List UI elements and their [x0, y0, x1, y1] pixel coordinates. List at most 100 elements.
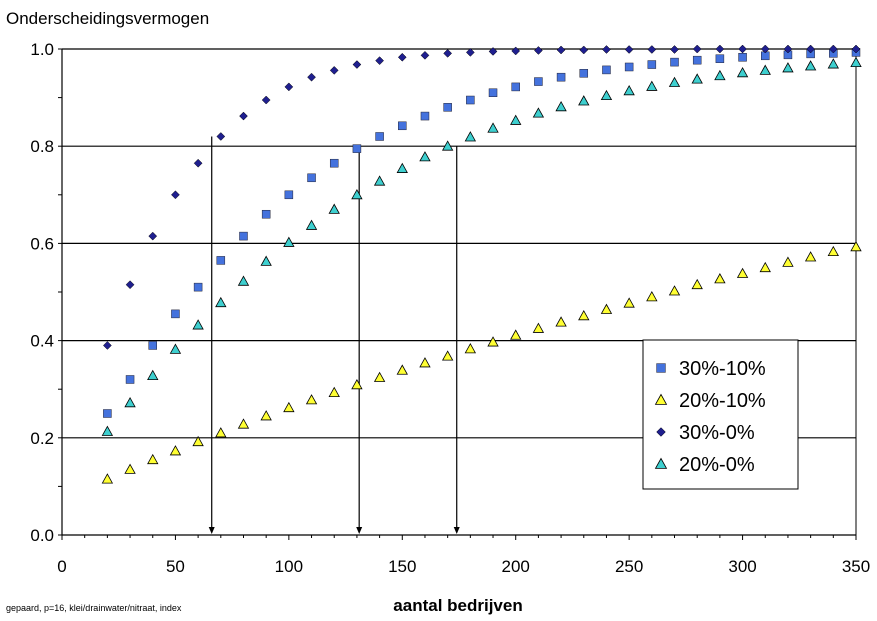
data-point: [602, 65, 611, 75]
legend-label: 30%-0%: [679, 422, 755, 444]
data-point: [216, 132, 226, 141]
data-point: [534, 46, 543, 55]
chart-title: Onderscheidingsvermogen: [6, 9, 209, 28]
data-point: [692, 55, 702, 65]
data-point: [715, 44, 725, 54]
data-point: [352, 144, 362, 153]
data-point: [464, 343, 477, 354]
data-point: [647, 45, 657, 54]
data-point: [124, 463, 136, 474]
data-point: [804, 60, 817, 71]
data-point: [465, 48, 475, 57]
data-point: [804, 251, 817, 262]
data-point: [441, 350, 454, 361]
data-point: [215, 296, 227, 308]
data-point: [579, 69, 589, 78]
data-point: [261, 209, 271, 219]
data-point: [532, 107, 545, 118]
data-point: [555, 101, 567, 112]
data-point: [125, 280, 135, 290]
annotation-arrow-head: [208, 527, 215, 534]
data-point: [419, 357, 431, 368]
data-point: [261, 95, 271, 105]
data-point: [329, 66, 339, 75]
data-point: [260, 410, 272, 421]
data-point: [714, 69, 726, 81]
data-point: [169, 343, 182, 354]
x-axis-label: aantal bedrijven: [393, 596, 522, 615]
data-point: [443, 103, 452, 112]
data-point: [103, 341, 112, 350]
x-tick-label: 0: [57, 557, 66, 576]
y-tick-labels: 0.0 0.2 0.4 0.6 0.8 1.0: [30, 40, 54, 545]
footnote: gepaard, p=16, klei/drainwater/nitraat, …: [6, 603, 182, 613]
data-point: [193, 158, 203, 168]
data-point: [260, 255, 272, 266]
data-point: [510, 114, 522, 125]
data-point: [487, 122, 499, 133]
data-point: [556, 72, 566, 82]
data-point: [419, 151, 431, 162]
data-point: [171, 309, 180, 319]
data-point: [103, 409, 112, 418]
data-point: [600, 303, 613, 314]
data-point: [307, 173, 316, 183]
legend: 30%-10% 20%-10% 30%-0% 20%-0%: [642, 339, 799, 490]
data-point: [623, 297, 635, 308]
annotation-arrow-head: [453, 527, 460, 534]
data-point: [216, 256, 226, 265]
data-point: [215, 427, 227, 438]
x-tick-label: 50: [166, 557, 185, 576]
data-point: [171, 190, 180, 200]
x-tick-label: 350: [842, 557, 870, 576]
data-point: [441, 140, 454, 151]
data-point: [487, 336, 499, 347]
data-point: [624, 62, 634, 72]
data-point: [623, 84, 635, 96]
data-point: [305, 219, 318, 230]
data-points: [101, 44, 862, 484]
data-point: [738, 53, 747, 62]
data-point: [759, 64, 771, 75]
data-point: [624, 45, 634, 54]
axes: [58, 48, 857, 540]
data-point: [237, 275, 250, 286]
y-tick-label: 0.0: [30, 526, 54, 545]
data-point: [192, 435, 204, 447]
data-point: [147, 369, 159, 380]
data-point: [827, 245, 839, 257]
data-point: [851, 44, 861, 54]
data-point: [307, 72, 316, 82]
data-point: [828, 44, 838, 54]
annotation-arrow-head: [356, 527, 363, 534]
data-point: [736, 267, 749, 278]
data-point: [351, 188, 363, 200]
y-tick-label: 1.0: [30, 40, 54, 59]
legend-marker: [654, 457, 668, 469]
x-tick-label: 300: [728, 557, 756, 576]
data-point: [328, 203, 340, 214]
data-point: [714, 273, 726, 284]
data-point: [806, 44, 815, 54]
annotation-arrows: [208, 136, 460, 534]
data-point: [192, 319, 204, 330]
x-tick-labels: 0 50 100 150 200 250 300 350: [57, 557, 870, 576]
data-point: [464, 131, 477, 142]
data-point: [397, 52, 407, 62]
data-point: [759, 261, 771, 273]
data-point: [670, 45, 679, 54]
legend-marker: [656, 427, 666, 437]
legend-marker: [654, 393, 668, 405]
x-tick-label: 250: [615, 557, 643, 576]
data-point: [284, 82, 294, 92]
data-point: [373, 175, 386, 186]
data-point: [691, 73, 703, 84]
data-point: [668, 76, 681, 87]
data-point: [124, 396, 136, 408]
data-point: [351, 379, 363, 390]
legend-label: 20%-0%: [679, 454, 755, 476]
legend-marker: [656, 363, 666, 373]
data-point: [466, 95, 475, 105]
data-point: [239, 231, 248, 241]
data-point: [715, 54, 725, 63]
